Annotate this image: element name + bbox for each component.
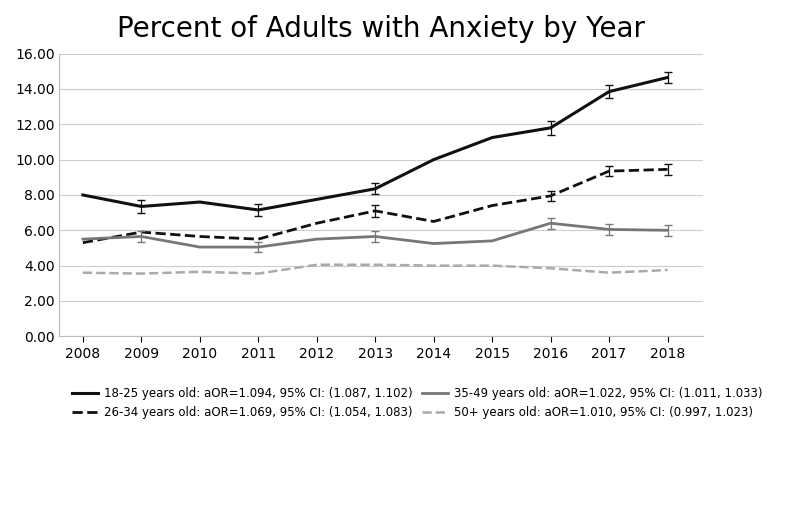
50+ years old: aOR=1.010, 95% CI: (0.997, 1.023): (2.02e+03, 3.85): aOR=1.010, 95% CI: (0.997, 1.023): (2.02… (546, 265, 555, 271)
18-25 years old: aOR=1.094, 95% CI: (1.087, 1.102): (2.02e+03, 14.7): aOR=1.094, 95% CI: (1.087, 1.102): (2.02… (662, 75, 672, 81)
18-25 years old: aOR=1.094, 95% CI: (1.087, 1.102): (2.01e+03, 7.35): aOR=1.094, 95% CI: (1.087, 1.102): (2.01… (137, 203, 146, 209)
26-34 years old: aOR=1.069, 95% CI: (1.054, 1.083): (2.01e+03, 7.1): aOR=1.069, 95% CI: (1.054, 1.083): (2.01… (370, 208, 380, 214)
Line: 50+ years old: aOR=1.010, 95% CI: (0.997, 1.023): 50+ years old: aOR=1.010, 95% CI: (0.997… (83, 265, 667, 274)
50+ years old: aOR=1.010, 95% CI: (0.997, 1.023): (2.01e+03, 4): aOR=1.010, 95% CI: (0.997, 1.023): (2.01… (429, 263, 438, 269)
26-34 years old: aOR=1.069, 95% CI: (1.054, 1.083): (2.02e+03, 7.4): aOR=1.069, 95% CI: (1.054, 1.083): (2.02… (487, 203, 497, 209)
18-25 years old: aOR=1.094, 95% CI: (1.087, 1.102): (2.01e+03, 7.6): aOR=1.094, 95% CI: (1.087, 1.102): (2.01… (195, 199, 205, 205)
35-49 years old: aOR=1.022, 95% CI: (1.011, 1.033): (2.01e+03, 5.25): aOR=1.022, 95% CI: (1.011, 1.033): (2.01… (429, 240, 438, 246)
Line: 26-34 years old: aOR=1.069, 95% CI: (1.054, 1.083): 26-34 years old: aOR=1.069, 95% CI: (1.0… (83, 169, 667, 243)
18-25 years old: aOR=1.094, 95% CI: (1.087, 1.102): (2.01e+03, 10): aOR=1.094, 95% CI: (1.087, 1.102): (2.01… (429, 156, 438, 163)
26-34 years old: aOR=1.069, 95% CI: (1.054, 1.083): (2.02e+03, 7.95): aOR=1.069, 95% CI: (1.054, 1.083): (2.02… (546, 193, 555, 199)
18-25 years old: aOR=1.094, 95% CI: (1.087, 1.102): (2.01e+03, 7.75): aOR=1.094, 95% CI: (1.087, 1.102): (2.01… (312, 196, 322, 203)
50+ years old: aOR=1.010, 95% CI: (0.997, 1.023): (2.01e+03, 4.05): aOR=1.010, 95% CI: (0.997, 1.023): (2.01… (312, 262, 322, 268)
50+ years old: aOR=1.010, 95% CI: (0.997, 1.023): (2.02e+03, 4): aOR=1.010, 95% CI: (0.997, 1.023): (2.02… (487, 263, 497, 269)
50+ years old: aOR=1.010, 95% CI: (0.997, 1.023): (2.01e+03, 3.55): aOR=1.010, 95% CI: (0.997, 1.023): (2.01… (137, 270, 146, 277)
Title: Percent of Adults with Anxiety by Year: Percent of Adults with Anxiety by Year (117, 15, 645, 43)
35-49 years old: aOR=1.022, 95% CI: (1.011, 1.033): (2.01e+03, 5.5): aOR=1.022, 95% CI: (1.011, 1.033): (2.01… (78, 236, 88, 242)
35-49 years old: aOR=1.022, 95% CI: (1.011, 1.033): (2.01e+03, 5.05): aOR=1.022, 95% CI: (1.011, 1.033): (2.01… (195, 244, 205, 250)
18-25 years old: aOR=1.094, 95% CI: (1.087, 1.102): (2.02e+03, 11.8): aOR=1.094, 95% CI: (1.087, 1.102): (2.02… (546, 125, 555, 131)
26-34 years old: aOR=1.069, 95% CI: (1.054, 1.083): (2.01e+03, 6.4): aOR=1.069, 95% CI: (1.054, 1.083): (2.01… (312, 220, 322, 226)
26-34 years old: aOR=1.069, 95% CI: (1.054, 1.083): (2.02e+03, 9.35): aOR=1.069, 95% CI: (1.054, 1.083): (2.02… (604, 168, 614, 174)
50+ years old: aOR=1.010, 95% CI: (0.997, 1.023): (2.02e+03, 3.75): aOR=1.010, 95% CI: (0.997, 1.023): (2.02… (662, 267, 672, 273)
35-49 years old: aOR=1.022, 95% CI: (1.011, 1.033): (2.01e+03, 5.65): aOR=1.022, 95% CI: (1.011, 1.033): (2.01… (370, 233, 380, 240)
18-25 years old: aOR=1.094, 95% CI: (1.087, 1.102): (2.01e+03, 8.35): aOR=1.094, 95% CI: (1.087, 1.102): (2.01… (370, 185, 380, 192)
35-49 years old: aOR=1.022, 95% CI: (1.011, 1.033): (2.02e+03, 5.4): aOR=1.022, 95% CI: (1.011, 1.033): (2.02… (487, 238, 497, 244)
Line: 18-25 years old: aOR=1.094, 95% CI: (1.087, 1.102): 18-25 years old: aOR=1.094, 95% CI: (1.0… (83, 78, 667, 210)
50+ years old: aOR=1.010, 95% CI: (0.997, 1.023): (2.01e+03, 4.05): aOR=1.010, 95% CI: (0.997, 1.023): (2.01… (370, 262, 380, 268)
50+ years old: aOR=1.010, 95% CI: (0.997, 1.023): (2.02e+03, 3.6): aOR=1.010, 95% CI: (0.997, 1.023): (2.02… (604, 269, 614, 276)
26-34 years old: aOR=1.069, 95% CI: (1.054, 1.083): (2.01e+03, 5.3): aOR=1.069, 95% CI: (1.054, 1.083): (2.01… (78, 240, 88, 246)
35-49 years old: aOR=1.022, 95% CI: (1.011, 1.033): (2.01e+03, 5.5): aOR=1.022, 95% CI: (1.011, 1.033): (2.01… (312, 236, 322, 242)
26-34 years old: aOR=1.069, 95% CI: (1.054, 1.083): (2.01e+03, 6.5): aOR=1.069, 95% CI: (1.054, 1.083): (2.01… (429, 218, 438, 225)
35-49 years old: aOR=1.022, 95% CI: (1.011, 1.033): (2.02e+03, 6.05): aOR=1.022, 95% CI: (1.011, 1.033): (2.02… (604, 226, 614, 232)
18-25 years old: aOR=1.094, 95% CI: (1.087, 1.102): (2.01e+03, 8): aOR=1.094, 95% CI: (1.087, 1.102): (2.01… (78, 192, 88, 198)
50+ years old: aOR=1.010, 95% CI: (0.997, 1.023): (2.01e+03, 3.6): aOR=1.010, 95% CI: (0.997, 1.023): (2.01… (78, 269, 88, 276)
Line: 35-49 years old: aOR=1.022, 95% CI: (1.011, 1.033): 35-49 years old: aOR=1.022, 95% CI: (1.0… (83, 223, 667, 247)
35-49 years old: aOR=1.022, 95% CI: (1.011, 1.033): (2.02e+03, 6): aOR=1.022, 95% CI: (1.011, 1.033): (2.02… (662, 227, 672, 233)
18-25 years old: aOR=1.094, 95% CI: (1.087, 1.102): (2.02e+03, 13.8): aOR=1.094, 95% CI: (1.087, 1.102): (2.02… (604, 89, 614, 95)
50+ years old: aOR=1.010, 95% CI: (0.997, 1.023): (2.01e+03, 3.55): aOR=1.010, 95% CI: (0.997, 1.023): (2.01… (254, 270, 263, 277)
35-49 years old: aOR=1.022, 95% CI: (1.011, 1.033): (2.01e+03, 5.05): aOR=1.022, 95% CI: (1.011, 1.033): (2.01… (254, 244, 263, 250)
18-25 years old: aOR=1.094, 95% CI: (1.087, 1.102): (2.02e+03, 11.2): aOR=1.094, 95% CI: (1.087, 1.102): (2.02… (487, 134, 497, 141)
35-49 years old: aOR=1.022, 95% CI: (1.011, 1.033): (2.02e+03, 6.4): aOR=1.022, 95% CI: (1.011, 1.033): (2.02… (546, 220, 555, 226)
26-34 years old: aOR=1.069, 95% CI: (1.054, 1.083): (2.02e+03, 9.45): aOR=1.069, 95% CI: (1.054, 1.083): (2.02… (662, 166, 672, 172)
Legend: 18-25 years old: aOR=1.094, 95% CI: (1.087, 1.102), 26-34 years old: aOR=1.069, : 18-25 years old: aOR=1.094, 95% CI: (1.0… (72, 388, 762, 419)
35-49 years old: aOR=1.022, 95% CI: (1.011, 1.033): (2.01e+03, 5.65): aOR=1.022, 95% CI: (1.011, 1.033): (2.01… (137, 233, 146, 240)
50+ years old: aOR=1.010, 95% CI: (0.997, 1.023): (2.01e+03, 3.65): aOR=1.010, 95% CI: (0.997, 1.023): (2.01… (195, 269, 205, 275)
18-25 years old: aOR=1.094, 95% CI: (1.087, 1.102): (2.01e+03, 7.15): aOR=1.094, 95% CI: (1.087, 1.102): (2.01… (254, 207, 263, 213)
26-34 years old: aOR=1.069, 95% CI: (1.054, 1.083): (2.01e+03, 5.65): aOR=1.069, 95% CI: (1.054, 1.083): (2.01… (195, 233, 205, 240)
26-34 years old: aOR=1.069, 95% CI: (1.054, 1.083): (2.01e+03, 5.5): aOR=1.069, 95% CI: (1.054, 1.083): (2.01… (254, 236, 263, 242)
26-34 years old: aOR=1.069, 95% CI: (1.054, 1.083): (2.01e+03, 5.9): aOR=1.069, 95% CI: (1.054, 1.083): (2.01… (137, 229, 146, 235)
